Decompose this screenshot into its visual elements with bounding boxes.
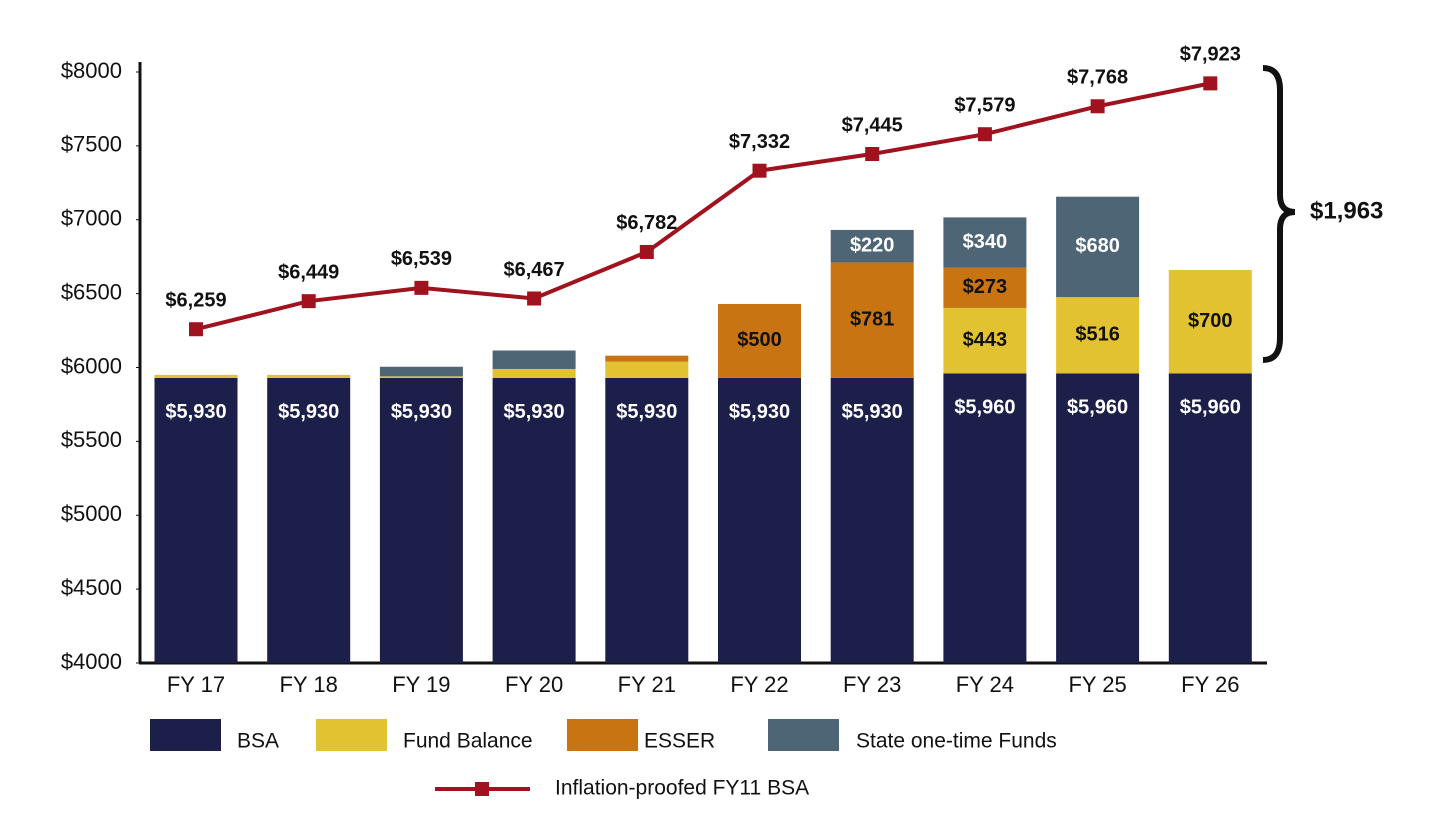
bar-segment	[1056, 297, 1140, 374]
y-tick-label: $6000	[61, 353, 122, 378]
bar-segment	[267, 377, 351, 663]
bar-segment	[154, 374, 238, 378]
x-tick-label: FY 22	[730, 672, 788, 697]
data-label: $781	[850, 308, 895, 330]
x-tick-label: FY 17	[167, 672, 225, 697]
bar-segment	[492, 377, 576, 663]
bar-segment	[1056, 196, 1140, 298]
x-tick-label: FY 23	[843, 672, 901, 697]
y-tick-label: $5000	[61, 501, 122, 526]
annotation: $1,963	[1310, 197, 1383, 224]
line-marker	[639, 244, 654, 259]
bar-segment	[830, 377, 914, 663]
data-label: $500	[737, 329, 782, 351]
x-tick-label: FY 24	[956, 672, 1014, 697]
bar-segment	[379, 377, 463, 663]
data-label: $5,930	[278, 401, 339, 423]
data-label: $6,539	[391, 248, 452, 270]
data-label: $7,579	[954, 94, 1015, 116]
legend-swatch	[316, 719, 387, 751]
data-label: $273	[963, 276, 1008, 298]
data-label: $340	[963, 231, 1008, 253]
data-label: $516	[1075, 324, 1120, 346]
line-marker	[752, 163, 767, 178]
bar-segment	[379, 376, 463, 378]
data-label: $5,930	[616, 401, 677, 423]
y-tick-label: $4500	[61, 575, 122, 600]
data-label: $5,960	[1180, 397, 1241, 419]
bar-segment	[943, 373, 1027, 663]
line	[195, 81, 1211, 332]
legend-label: ESSER	[644, 730, 715, 753]
y-tick-label: $8000	[61, 58, 122, 83]
data-label: $220	[850, 234, 895, 256]
data-label: $5,930	[504, 401, 565, 423]
data-label: $6,782	[616, 212, 677, 234]
data-label: $680	[1075, 235, 1120, 257]
data-label: $5,930	[842, 401, 903, 423]
bar-segment	[154, 377, 238, 663]
bar-segment	[267, 374, 351, 378]
data-label: $5,930	[165, 401, 226, 423]
line-marker	[301, 294, 316, 309]
bar-segment	[605, 355, 689, 362]
legend-label: Fund Balance	[403, 730, 533, 753]
bar-segment	[379, 366, 463, 377]
data-label: $6,467	[504, 259, 565, 281]
bar-segment	[943, 267, 1027, 308]
legend-swatch	[567, 719, 638, 751]
y-tick-label: $7500	[61, 132, 122, 157]
data-label: $443	[963, 329, 1008, 351]
data-label: $700	[1188, 310, 1233, 332]
data-label: $7,332	[729, 131, 790, 153]
data-label: $7,923	[1180, 44, 1241, 66]
data-label: $5,960	[954, 397, 1015, 419]
legend-marker	[475, 782, 489, 796]
bar-segment	[943, 217, 1027, 268]
y-tick-label: $5500	[61, 427, 122, 452]
legend-label: Inflation-proofed FY11 BSA	[555, 777, 809, 800]
bar-segment	[1168, 269, 1252, 374]
x-tick-label: FY 20	[505, 672, 563, 697]
legend-swatch	[768, 719, 839, 751]
bar-segment	[718, 377, 801, 663]
x-tick-label: FY 19	[392, 672, 450, 697]
x-tick-label: FY 18	[280, 672, 338, 697]
bar-segment	[605, 361, 689, 378]
y-tick-label: $4000	[61, 649, 122, 674]
line-marker	[527, 291, 542, 306]
line-marker	[1090, 99, 1105, 114]
x-tick-label: FY 21	[618, 672, 676, 697]
y-tick-label: $7000	[61, 206, 122, 231]
line-marker	[1203, 76, 1218, 91]
data-label: $6,259	[165, 290, 226, 312]
bar-segment	[943, 307, 1027, 374]
data-label: $5,960	[1067, 397, 1128, 419]
x-tick-label: FY 25	[1068, 672, 1126, 697]
bar-segment	[1056, 373, 1140, 663]
line-marker	[977, 127, 992, 142]
bar-segment	[1168, 373, 1252, 663]
y-tick-label: $6500	[61, 279, 122, 304]
line-marker	[414, 280, 429, 295]
bar-segment	[605, 377, 689, 663]
data-label: $7,768	[1067, 67, 1128, 89]
bar-segment	[718, 303, 801, 378]
bar-segment	[830, 262, 914, 378]
legend-swatch	[150, 719, 221, 751]
x-tick-label: FY 26	[1181, 672, 1239, 697]
bar-segment	[492, 350, 576, 369]
data-label: $5,930	[391, 401, 452, 423]
bar-segment	[830, 229, 914, 263]
data-label: $7,445	[842, 114, 903, 136]
data-label: $6,449	[278, 261, 339, 283]
data-label: $5,930	[729, 401, 790, 423]
bar-segment	[492, 368, 576, 378]
line-marker	[865, 147, 880, 162]
legend-label: State one-time Funds	[856, 730, 1057, 753]
legend-label: BSA	[237, 730, 279, 753]
bracket	[1262, 65, 1296, 363]
line-marker	[189, 322, 203, 337]
